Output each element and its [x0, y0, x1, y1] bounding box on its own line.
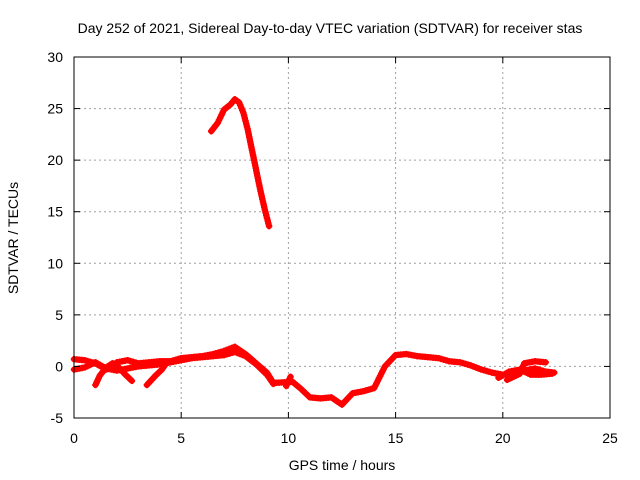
y-tick-label: 30 [47, 49, 63, 65]
y-tick-label: 25 [47, 101, 63, 117]
y-tick-label: 5 [55, 307, 63, 323]
x-tick-label: 0 [70, 430, 78, 446]
data-points [70, 96, 558, 408]
series-branch-1 [92, 360, 136, 389]
y-tick-label: -5 [51, 410, 64, 426]
series-branch-3 [283, 373, 294, 390]
x-tick-label: 25 [602, 430, 618, 446]
y-tick-label: 20 [47, 152, 63, 168]
y-tick-label: 15 [47, 204, 63, 220]
plot-border [73, 56, 611, 419]
series-high-arc [208, 96, 273, 230]
y-tick-label: 10 [47, 255, 63, 271]
y-axis-label: SDTVAR / TECUs [5, 182, 21, 294]
axis-ticks [73, 56, 611, 419]
series-branch-2 [143, 360, 170, 389]
chart-title: Day 252 of 2021, Sidereal Day-to-day VTE… [78, 20, 583, 36]
x-tick-label: 15 [388, 430, 404, 446]
y-tick-label: 0 [55, 358, 63, 374]
series-branch-5 [495, 366, 556, 381]
x-tick-label: 10 [281, 430, 297, 446]
x-tick-label: 20 [495, 430, 511, 446]
x-tick-label: 5 [177, 430, 185, 446]
x-axis-label: GPS time / hours [289, 457, 396, 473]
tick-labels: 0 5 10 15 20 25 -5 0 5 10 15 20 25 30 [47, 49, 618, 446]
